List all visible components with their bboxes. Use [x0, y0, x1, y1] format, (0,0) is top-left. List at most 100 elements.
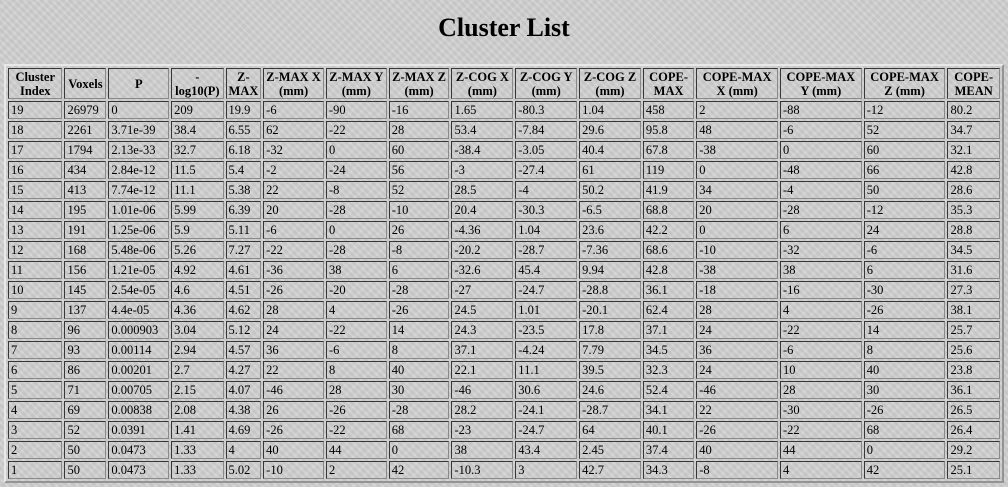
table-cell: 37.1: [642, 321, 695, 339]
table-cell: 18: [8, 121, 63, 139]
table-cell: 14: [388, 321, 450, 339]
table-cell: 5: [8, 381, 63, 399]
table-cell: 168: [64, 241, 107, 259]
table-cell: 86: [64, 361, 107, 379]
table-cell: 7.79: [579, 341, 641, 359]
table-cell: -24.1: [515, 401, 578, 419]
table-cell: 4: [325, 301, 387, 319]
table-cell: 30: [388, 381, 450, 399]
table-cell: 6.55: [225, 121, 262, 139]
table-cell: 10: [8, 281, 63, 299]
table-cell: 4.61: [225, 261, 262, 279]
table-cell: 8: [8, 321, 63, 339]
table-cell: 0.00114: [108, 341, 170, 359]
table-row: 16 434 2.84e-12 11.5 5.4 -2 -24 56 -3 -27.4 61 119 0…: [8, 161, 1000, 179]
table-cell: 4.62: [225, 301, 262, 319]
table-cell: 29.6: [579, 121, 641, 139]
table-cell: 22: [263, 181, 324, 199]
table-cell: 1: [8, 461, 63, 479]
table-cell: 24.5: [451, 301, 514, 319]
table-cell: -28.7: [579, 401, 641, 419]
table-cell: -38.4: [451, 141, 514, 159]
table-cell: 5.48e-06: [108, 241, 170, 259]
table-cell: 14: [8, 201, 63, 219]
table-cell: 24.3: [451, 321, 514, 339]
table-cell: -4.36: [451, 221, 514, 239]
table-cell: 66: [863, 161, 946, 179]
table-cell: 4.92: [171, 261, 224, 279]
table-cell: 28: [696, 301, 778, 319]
table-cell: 52.4: [642, 381, 695, 399]
table-cell: 4.36: [171, 301, 224, 319]
table-cell: 5.02: [225, 461, 262, 479]
table-cell: 26: [388, 221, 450, 239]
table-cell: 0: [388, 441, 450, 459]
table-cell: -10.3: [451, 461, 514, 479]
table-cell: 12: [8, 241, 63, 259]
table-cell: 42.7: [579, 461, 641, 479]
table-cell: 96: [64, 321, 107, 339]
table-cell: 11.5: [171, 161, 224, 179]
table-cell: 2.45: [579, 441, 641, 459]
table-cell: -6: [779, 121, 862, 139]
table-cell: 28.2: [451, 401, 514, 419]
table-cell: -4: [779, 181, 862, 199]
table-cell: 32.3: [642, 361, 695, 379]
table-cell: -30: [863, 281, 946, 299]
table-cell: 1.04: [579, 101, 641, 119]
table-cell: 13: [8, 221, 63, 239]
table-row: 15 413 7.74e-12 11.1 5.38 22 -8 52 28.5 -4 50.2 41.…: [8, 181, 1000, 199]
table-cell: 28.5: [451, 181, 514, 199]
table-cell: 6.18: [225, 141, 262, 159]
table-cell: -6: [863, 241, 946, 259]
table-cell: 67.8: [642, 141, 695, 159]
table-cell: 38: [451, 441, 514, 459]
table-cell: -26: [325, 401, 387, 419]
table-row: 5 71 0.00705 2.15 4.07 -46 28 30 -46 30.6 24.6 52.4…: [8, 381, 1000, 399]
table-cell: 191: [64, 221, 107, 239]
table-cell: -18: [696, 281, 778, 299]
table-cell: 34.7: [947, 121, 1000, 139]
table-cell: 24.6: [579, 381, 641, 399]
table-cell: 32.1: [947, 141, 1000, 159]
table-cell: 3: [8, 421, 63, 439]
table-cell: 11.1: [171, 181, 224, 199]
table-cell: 3.04: [171, 321, 224, 339]
table-cell: 1.01: [515, 301, 578, 319]
table-cell: -36: [263, 261, 324, 279]
table-cell: 17: [8, 141, 63, 159]
table-cell: 6: [863, 261, 946, 279]
table-cell: -22: [779, 421, 862, 439]
column-header: COPE-MAX Z (mm): [863, 68, 946, 99]
table-cell: -80.3: [515, 101, 578, 119]
table-row: 17 1794 2.13e-33 32.7 6.18 -32 0 60 -38.4 -3.05 40…: [8, 141, 1000, 159]
table-cell: 52: [863, 121, 946, 139]
table-cell: 34.5: [947, 241, 1000, 259]
table-cell: 2261: [64, 121, 107, 139]
table-cell: -6: [263, 101, 324, 119]
table-cell: 45.4: [515, 261, 578, 279]
table-cell: 40.4: [579, 141, 641, 159]
table-cell: 80.2: [947, 101, 1000, 119]
table-cell: 2.08: [171, 401, 224, 419]
table-cell: -48: [779, 161, 862, 179]
table-cell: 24: [696, 321, 778, 339]
cluster-table-container: Cluster Index Voxels P -log10(P) Z-MAX Z-MAX …: [4, 64, 1004, 483]
table-cell: 53.4: [451, 121, 514, 139]
table-cell: 42: [388, 461, 450, 479]
table-cell: 60: [388, 141, 450, 159]
column-header: P: [108, 68, 170, 99]
table-cell: -7.84: [515, 121, 578, 139]
table-cell: 1.65: [451, 101, 514, 119]
table-cell: 8: [863, 341, 946, 359]
table-cell: 37.4: [642, 441, 695, 459]
table-cell: 64: [579, 421, 641, 439]
table-cell: 7.27: [225, 241, 262, 259]
table-cell: -20: [325, 281, 387, 299]
table-row: 2 50 0.0473 1.33 4 40 44 0 38 43.4 2.45 37.4 40 44 0 29…: [8, 441, 1000, 459]
column-header: Z-COG Y (mm): [515, 68, 578, 99]
table-cell: 50: [64, 461, 107, 479]
table-cell: 0.00705: [108, 381, 170, 399]
table-row: 19 26979 0 209 19.9 -6 -90 -16 1.65 -80.3 1.04 458 2…: [8, 101, 1000, 119]
table-cell: 4.38: [225, 401, 262, 419]
